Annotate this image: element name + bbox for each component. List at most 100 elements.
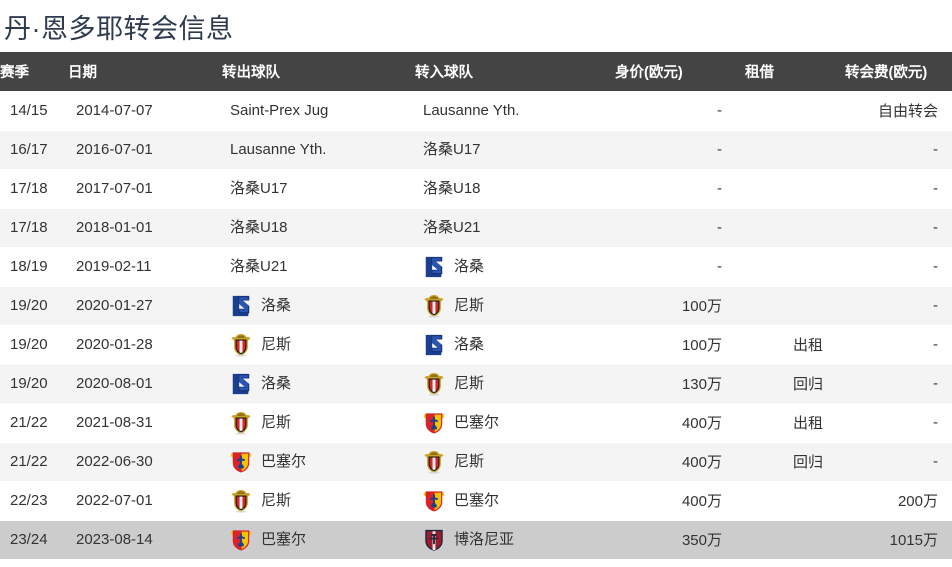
cell-transfer-fee: - [845, 169, 952, 209]
to-club-cell[interactable]: 洛桑 [415, 247, 615, 287]
cell-date: 2020-08-01 [68, 364, 222, 404]
from-club-cell[interactable]: 洛桑U21 [222, 247, 415, 287]
table-row[interactable]: 17/18 2017-07-01 洛桑U17 洛桑U18 - - [0, 169, 952, 209]
cell-transfer-fee: 自由转会 [845, 91, 952, 131]
cell-date: 2020-01-28 [68, 325, 222, 365]
to-club-cell[interactable]: 尼斯 [415, 364, 615, 404]
cell-date: 2021-08-31 [68, 403, 222, 443]
table-row[interactable]: 16/17 2016-07-01 Lausanne Yth. 洛桑U17 - - [0, 130, 952, 170]
to-club-label: 尼斯 [454, 297, 485, 314]
to-club-label: 巴塞尔 [454, 414, 500, 431]
cell-market-value: 400万 [615, 403, 745, 443]
from-club-cell[interactable]: 巴塞尔 [222, 520, 415, 560]
from-club-cell[interactable]: Saint-Prex Jug [222, 91, 415, 131]
nice-logo [423, 294, 445, 318]
cell-season: 23/24 [0, 520, 68, 560]
to-club-cell[interactable]: 尼斯 [415, 286, 615, 326]
from-club-cell[interactable]: 尼斯 [222, 481, 415, 521]
to-club-cell[interactable]: 博洛尼亚 [415, 520, 615, 560]
to-club-cell[interactable]: 洛桑U18 [415, 169, 615, 209]
table-row[interactable]: 19/20 2020-01-28 尼斯 洛桑 100万 出租 - [0, 325, 952, 365]
from-club-label: Lausanne Yth. [230, 141, 327, 158]
to-club-cell[interactable]: 洛桑U17 [415, 130, 615, 170]
page-title: 丹·恩多耶转会信息 [4, 14, 234, 44]
from-club-label: 洛桑 [261, 297, 292, 314]
cell-season: 17/18 [0, 169, 68, 209]
from-club-label: 尼斯 [261, 414, 292, 431]
to-club-label: 洛桑U21 [423, 219, 481, 236]
to-club-label: Lausanne Yth. [423, 101, 520, 119]
to-club-cell[interactable]: 巴塞尔 [415, 403, 615, 443]
cell-loan [745, 247, 845, 287]
table-row[interactable]: 19/20 2020-01-27 洛桑 尼斯 100万 - [0, 286, 952, 326]
cell-loan: 出租 [745, 325, 845, 365]
bologna-logo [423, 528, 445, 552]
to-club-label: 洛桑U17 [423, 141, 481, 158]
nice-logo [423, 372, 445, 396]
cell-market-value: - [615, 169, 745, 209]
cell-market-value: - [615, 247, 745, 287]
cell-market-value: 350万 [615, 520, 745, 560]
from-club-cell[interactable]: Lausanne Yth. [222, 130, 415, 170]
from-club-cell[interactable]: 尼斯 [222, 325, 415, 365]
cell-season: 21/22 [0, 403, 68, 443]
to-club-label: 尼斯 [454, 375, 485, 392]
cell-loan [745, 481, 845, 521]
to-club-cell[interactable]: 尼斯 [415, 442, 615, 482]
lausanne-logo [230, 294, 252, 318]
cell-loan [745, 208, 845, 248]
from-club-cell[interactable]: 尼斯 [222, 403, 415, 443]
table-row[interactable]: 18/19 2019-02-11 洛桑U21 洛桑 - - [0, 247, 952, 287]
cell-market-value: - [615, 130, 745, 170]
cell-loan: 回归 [745, 442, 845, 482]
table-header-row: 赛季 日期 转出球队 转入球队 身价(欧元) 租借 转会费(欧元) [0, 52, 952, 91]
cell-loan: 回归 [745, 364, 845, 404]
cell-market-value: - [615, 91, 745, 131]
to-club-label: 洛桑U18 [423, 180, 481, 197]
from-club-cell[interactable]: 洛桑U18 [222, 208, 415, 248]
cell-transfer-fee: - [845, 325, 952, 365]
lausanne-logo [230, 372, 252, 396]
table-row[interactable]: 21/22 2021-08-31 尼斯 巴塞尔 400万 出租 - [0, 403, 952, 443]
from-club-label: 洛桑U18 [230, 219, 288, 236]
cell-season: 16/17 [0, 130, 68, 170]
cell-market-value: 100万 [615, 286, 745, 326]
cell-transfer-fee: - [845, 442, 952, 482]
table-row[interactable]: 17/18 2018-01-01 洛桑U18 洛桑U21 - - [0, 208, 952, 248]
from-club-label: 洛桑 [261, 375, 292, 392]
cell-transfer-fee: - [845, 364, 952, 404]
table-row[interactable]: 22/23 2022-07-01 尼斯 巴塞尔 400万 200万 [0, 481, 952, 521]
table-row[interactable]: 14/15 2014-07-07 Saint-Prex Jug Lausanne Yt… [0, 91, 952, 131]
table-row[interactable]: 23/24 2023-08-14 巴塞尔 博洛尼亚 350万 1015万 [0, 520, 952, 560]
cell-date: 2022-07-01 [68, 481, 222, 521]
to-club-label: 洛桑 [454, 336, 485, 353]
to-club-cell[interactable]: 洛桑U21 [415, 208, 615, 248]
cell-transfer-fee: 1015万 [845, 520, 952, 560]
cell-season: 21/22 [0, 442, 68, 482]
column-header-from-club: 转出球队 [222, 65, 280, 81]
transfer-history-table: 赛季 日期 转出球队 转入球队 身价(欧元) 租借 转会费(欧元) 14/15 2… [0, 52, 952, 560]
from-club-cell[interactable]: 洛桑 [222, 286, 415, 326]
basel-logo [230, 528, 252, 552]
from-club-cell[interactable]: 洛桑 [222, 364, 415, 404]
cell-market-value: - [615, 208, 745, 248]
column-header-transfer-fee: 转会费(欧元) [845, 65, 928, 81]
from-club-label: 巴塞尔 [261, 453, 307, 470]
cell-season: 19/20 [0, 286, 68, 326]
nice-logo [230, 489, 252, 513]
to-club-label: 尼斯 [454, 453, 485, 470]
to-club-cell[interactable]: Lausanne Yth. [415, 91, 615, 131]
table-row[interactable]: 19/20 2020-08-01 洛桑 尼斯 130万 回归 - [0, 364, 952, 404]
from-club-cell[interactable]: 巴塞尔 [222, 442, 415, 482]
from-club-label: 尼斯 [261, 492, 292, 509]
to-club-cell[interactable]: 巴塞尔 [415, 481, 615, 521]
column-header-to-club: 转入球队 [415, 65, 473, 81]
to-club-label: 博洛尼亚 [454, 531, 515, 548]
to-club-cell[interactable]: 洛桑 [415, 325, 615, 365]
cell-market-value: 400万 [615, 481, 745, 521]
cell-date: 2016-07-01 [68, 130, 222, 170]
from-club-label: 洛桑U17 [230, 180, 288, 197]
cell-date: 2017-07-01 [68, 169, 222, 209]
from-club-cell[interactable]: 洛桑U17 [222, 169, 415, 209]
table-row[interactable]: 21/22 2022-06-30 巴塞尔 尼斯 400万 回归 - [0, 442, 952, 482]
